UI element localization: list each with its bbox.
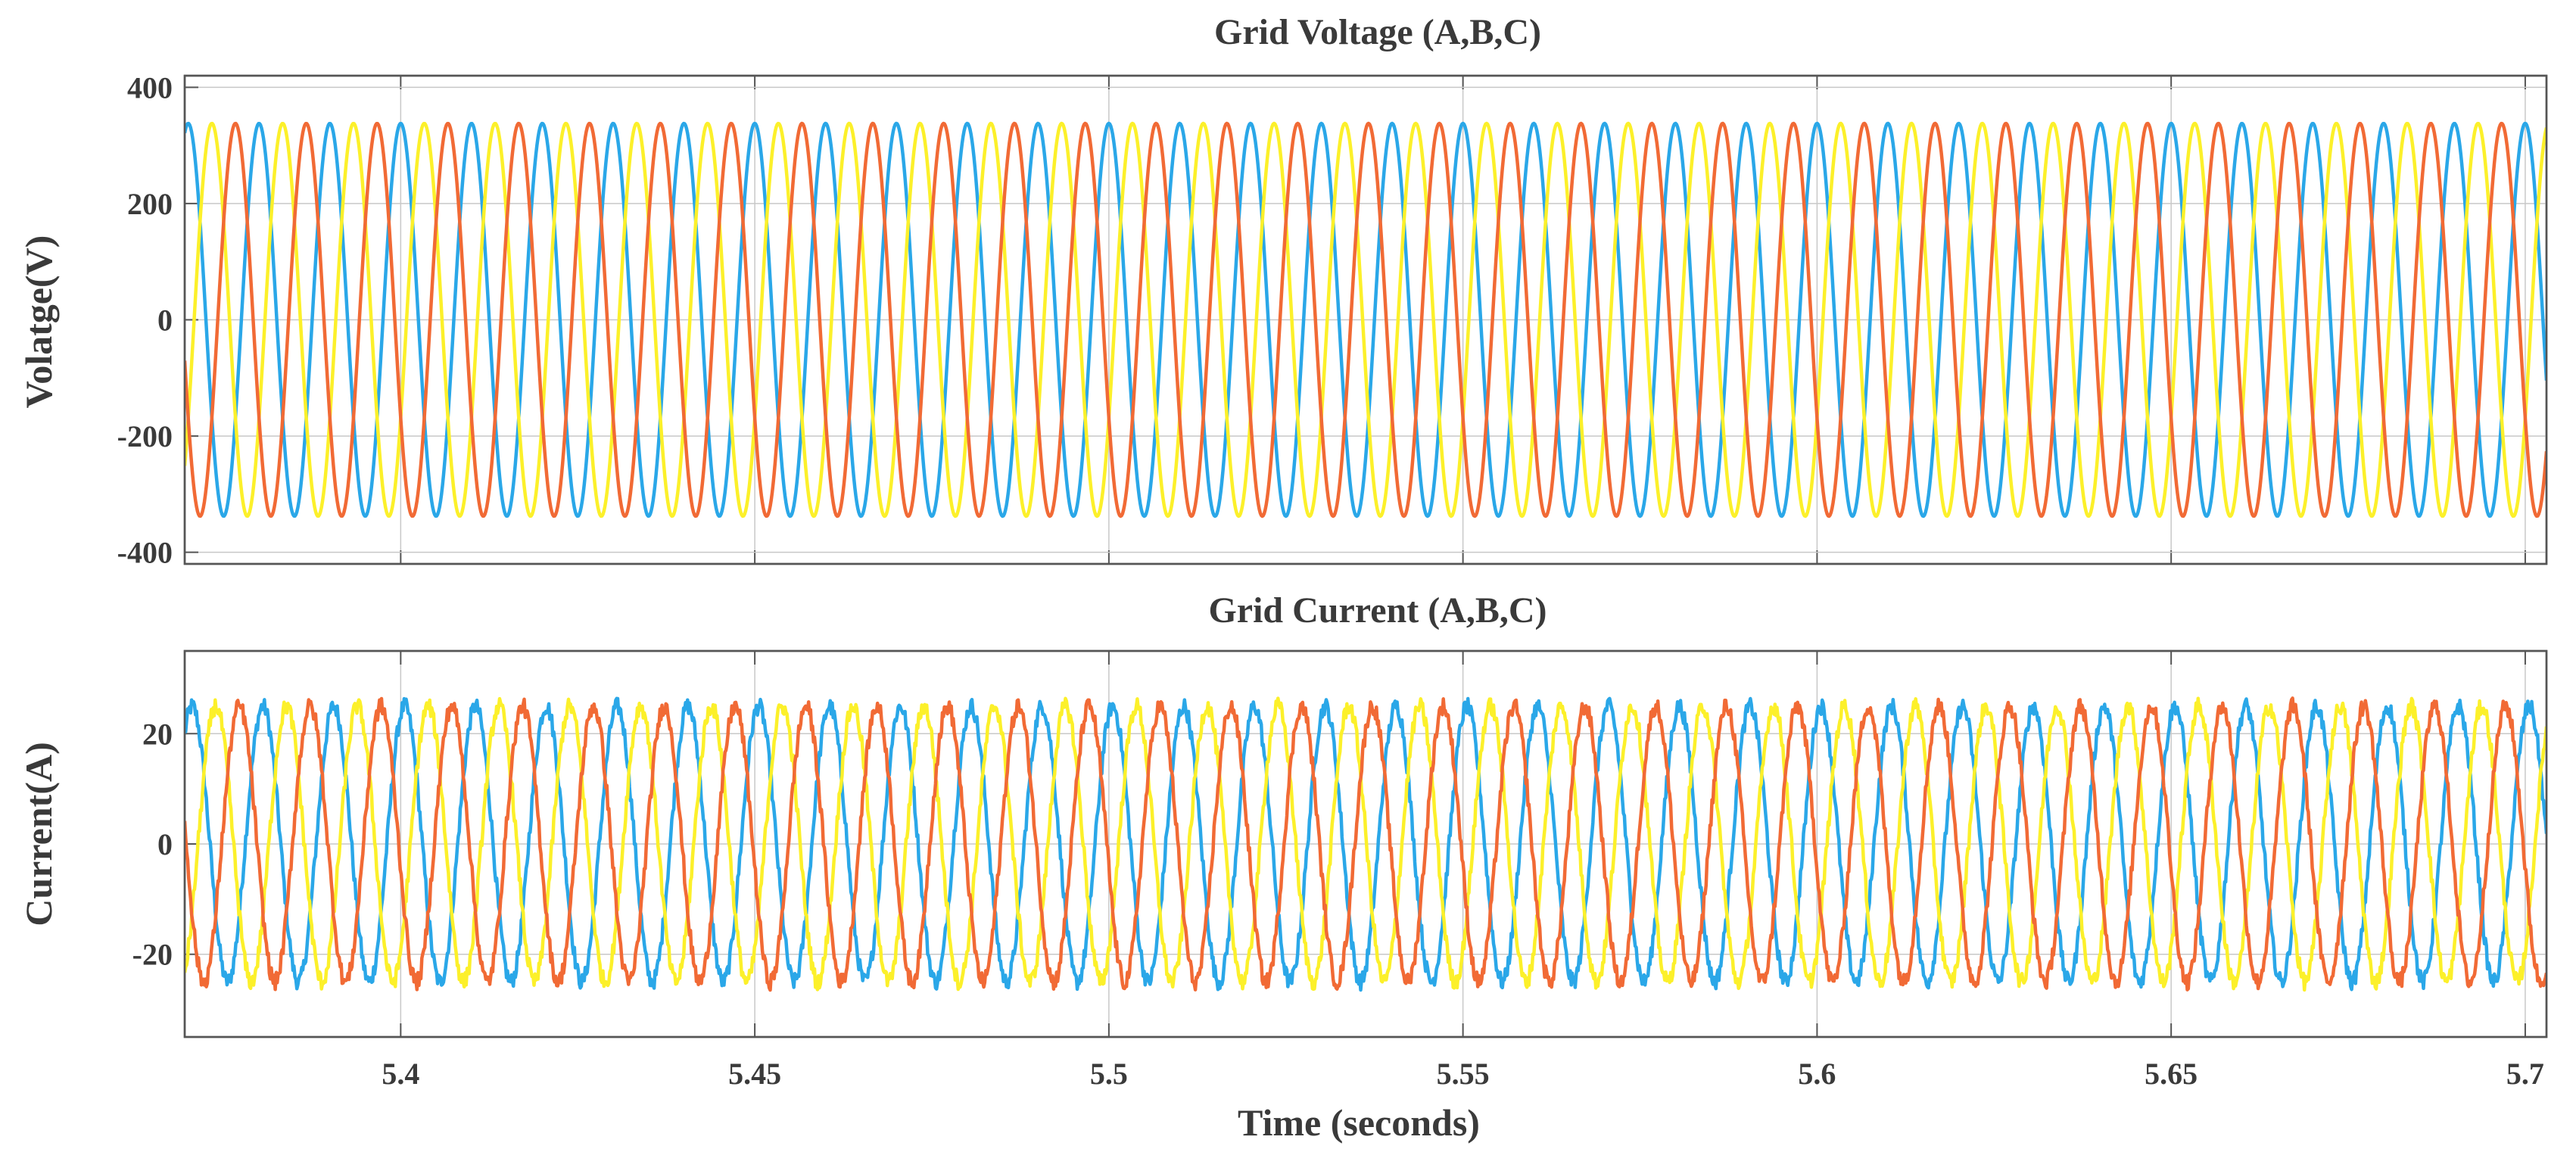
voltage-y-tick-label: 400	[127, 70, 173, 104]
voltage-y-tick-label: -200	[117, 419, 173, 453]
x-axis-label: Time (seconds)	[1238, 1101, 1480, 1144]
x-tick-label: 5.6	[1798, 1057, 1836, 1091]
current-phase-b-line	[185, 696, 2546, 992]
current-chart-title: Grid Current (A,B,C)	[1208, 590, 1547, 631]
voltage-plot-border	[183, 74, 2548, 565]
x-tick-label: 5.7	[2506, 1057, 2544, 1091]
current-y-tick-label: -20	[132, 938, 173, 972]
current-y-tick-label: 0	[157, 827, 173, 861]
voltage-y-axis-label: Volatge(V)	[17, 235, 60, 409]
voltage-y-tick-label: -400	[117, 536, 173, 570]
current-subplot: Grid Current (A,B,C) Current(A) Time (se…	[17, 590, 2548, 1144]
x-tick-label: 5.55	[1437, 1057, 1490, 1091]
voltage-y-tick-label: 200	[127, 187, 173, 221]
voltage-phase-c-line	[185, 121, 2546, 518]
x-tick-label: 5.5	[1090, 1057, 1128, 1091]
current-phase-a-line	[185, 696, 2546, 992]
voltage-y-tick-label: 0	[157, 304, 173, 338]
voltage-phase-a-line	[185, 121, 2546, 518]
x-tick-label: 5.45	[728, 1057, 781, 1091]
x-tick-label: 5.65	[2145, 1057, 2198, 1091]
x-tick-label: 5.4	[382, 1057, 419, 1091]
voltage-chart-title: Grid Voltage (A,B,C)	[1214, 12, 1541, 52]
voltage-subplot: Grid Voltage (A,B,C) Volatge(V) 400 200 0 -…	[17, 12, 2548, 570]
current-plot-border	[183, 649, 2548, 1038]
current-y-tick-label: 20	[142, 717, 173, 751]
current-y-axis-label: Current(A)	[17, 742, 60, 926]
current-phase-c-line	[185, 696, 2546, 992]
